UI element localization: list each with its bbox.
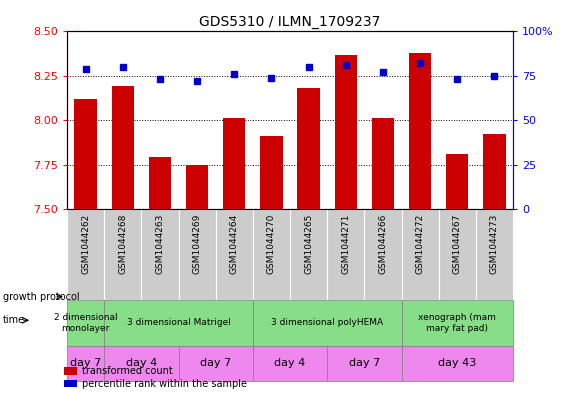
Text: GSM1044263: GSM1044263 [156,213,164,274]
Text: day 7: day 7 [70,358,101,369]
Bar [75,99,97,209]
Text: day 4: day 4 [126,358,157,369]
Bar [216,209,253,300]
Bar [64,380,77,387]
Text: GSM1044266: GSM1044266 [378,213,388,274]
Bar [178,209,216,300]
Text: GSM1044271: GSM1044271 [341,213,350,274]
Bar [111,86,134,209]
Bar [260,136,283,209]
Bar [223,118,245,209]
Bar [409,53,431,209]
Bar [104,346,178,381]
Bar [149,158,171,209]
Bar [372,118,394,209]
Text: 3 dimensional polyHEMA: 3 dimensional polyHEMA [271,318,383,327]
Text: xenograph (mam
mary fat pad): xenograph (mam mary fat pad) [419,313,496,332]
Bar [253,300,402,346]
Text: GSM1044265: GSM1044265 [304,213,313,274]
Bar [290,209,327,300]
Text: GSM1044262: GSM1044262 [81,213,90,274]
Text: GSM1044270: GSM1044270 [267,213,276,274]
Bar [402,300,513,346]
Text: day 4: day 4 [275,358,305,369]
Text: GSM1044268: GSM1044268 [118,213,127,274]
Bar [364,209,402,300]
Bar [402,209,438,300]
Text: time: time [3,315,25,325]
Bar [64,367,77,375]
Bar [178,346,253,381]
Bar [297,88,319,209]
Text: 2 dimensional
monolayer: 2 dimensional monolayer [54,313,117,332]
Bar [253,346,327,381]
Bar [104,209,141,300]
Bar [335,55,357,209]
Title: GDS5310 / ILMN_1709237: GDS5310 / ILMN_1709237 [199,15,381,29]
Text: GSM1044269: GSM1044269 [192,213,202,274]
Bar [141,209,178,300]
Bar [446,154,468,209]
Text: percentile rank within the sample: percentile rank within the sample [82,378,247,389]
Bar [327,346,402,381]
Bar [67,346,104,381]
Text: day 7: day 7 [200,358,231,369]
Text: day 43: day 43 [438,358,476,369]
Text: GSM1044273: GSM1044273 [490,213,499,274]
Bar [476,209,513,300]
Text: 3 dimensional Matrigel: 3 dimensional Matrigel [127,318,230,327]
Bar [186,165,208,209]
Bar [253,209,290,300]
Bar [104,300,253,346]
Text: growth protocol: growth protocol [3,292,79,302]
Bar [67,300,104,346]
Text: transformed count: transformed count [82,366,173,376]
Bar [402,346,513,381]
Text: GSM1044264: GSM1044264 [230,213,239,274]
Bar [438,209,476,300]
Text: day 7: day 7 [349,358,380,369]
Bar [67,209,104,300]
Bar [483,134,505,209]
Bar [327,209,364,300]
Text: GSM1044272: GSM1044272 [416,213,424,274]
Text: GSM1044267: GSM1044267 [453,213,462,274]
